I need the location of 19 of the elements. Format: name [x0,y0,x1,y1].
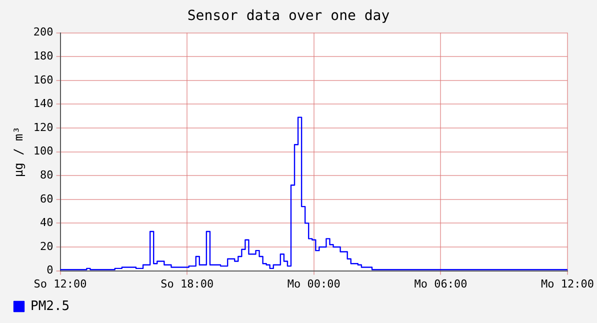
x-tick-label: Mo 12:00 [541,277,594,290]
y-tick-label: 120 [33,120,54,134]
chart-title: Sensor data over one day [187,8,390,24]
y-axis-title: µg / m³ [11,126,26,178]
y-tick-label: 180 [33,49,54,62]
y-tick-label: 80 [40,168,54,182]
y-tick-label: 140 [33,97,54,110]
y-tick-label: 60 [40,192,54,206]
y-tick-label: 160 [33,73,54,86]
y-tick-label: 100 [33,144,54,158]
x-tick-label: Mo 00:00 [287,277,340,290]
y-tick-label: 0 [46,264,54,277]
x-tick-label: Mo 06:00 [414,277,468,290]
legend-label: PM2.5 [30,298,70,314]
y-tick-label: 40 [40,216,54,230]
x-tick-label: So 12:00 [34,277,87,290]
x-tick-label: So 18:00 [160,277,214,290]
y-tick-label: 20 [40,240,54,253]
y-tick-label: 200 [33,26,54,39]
